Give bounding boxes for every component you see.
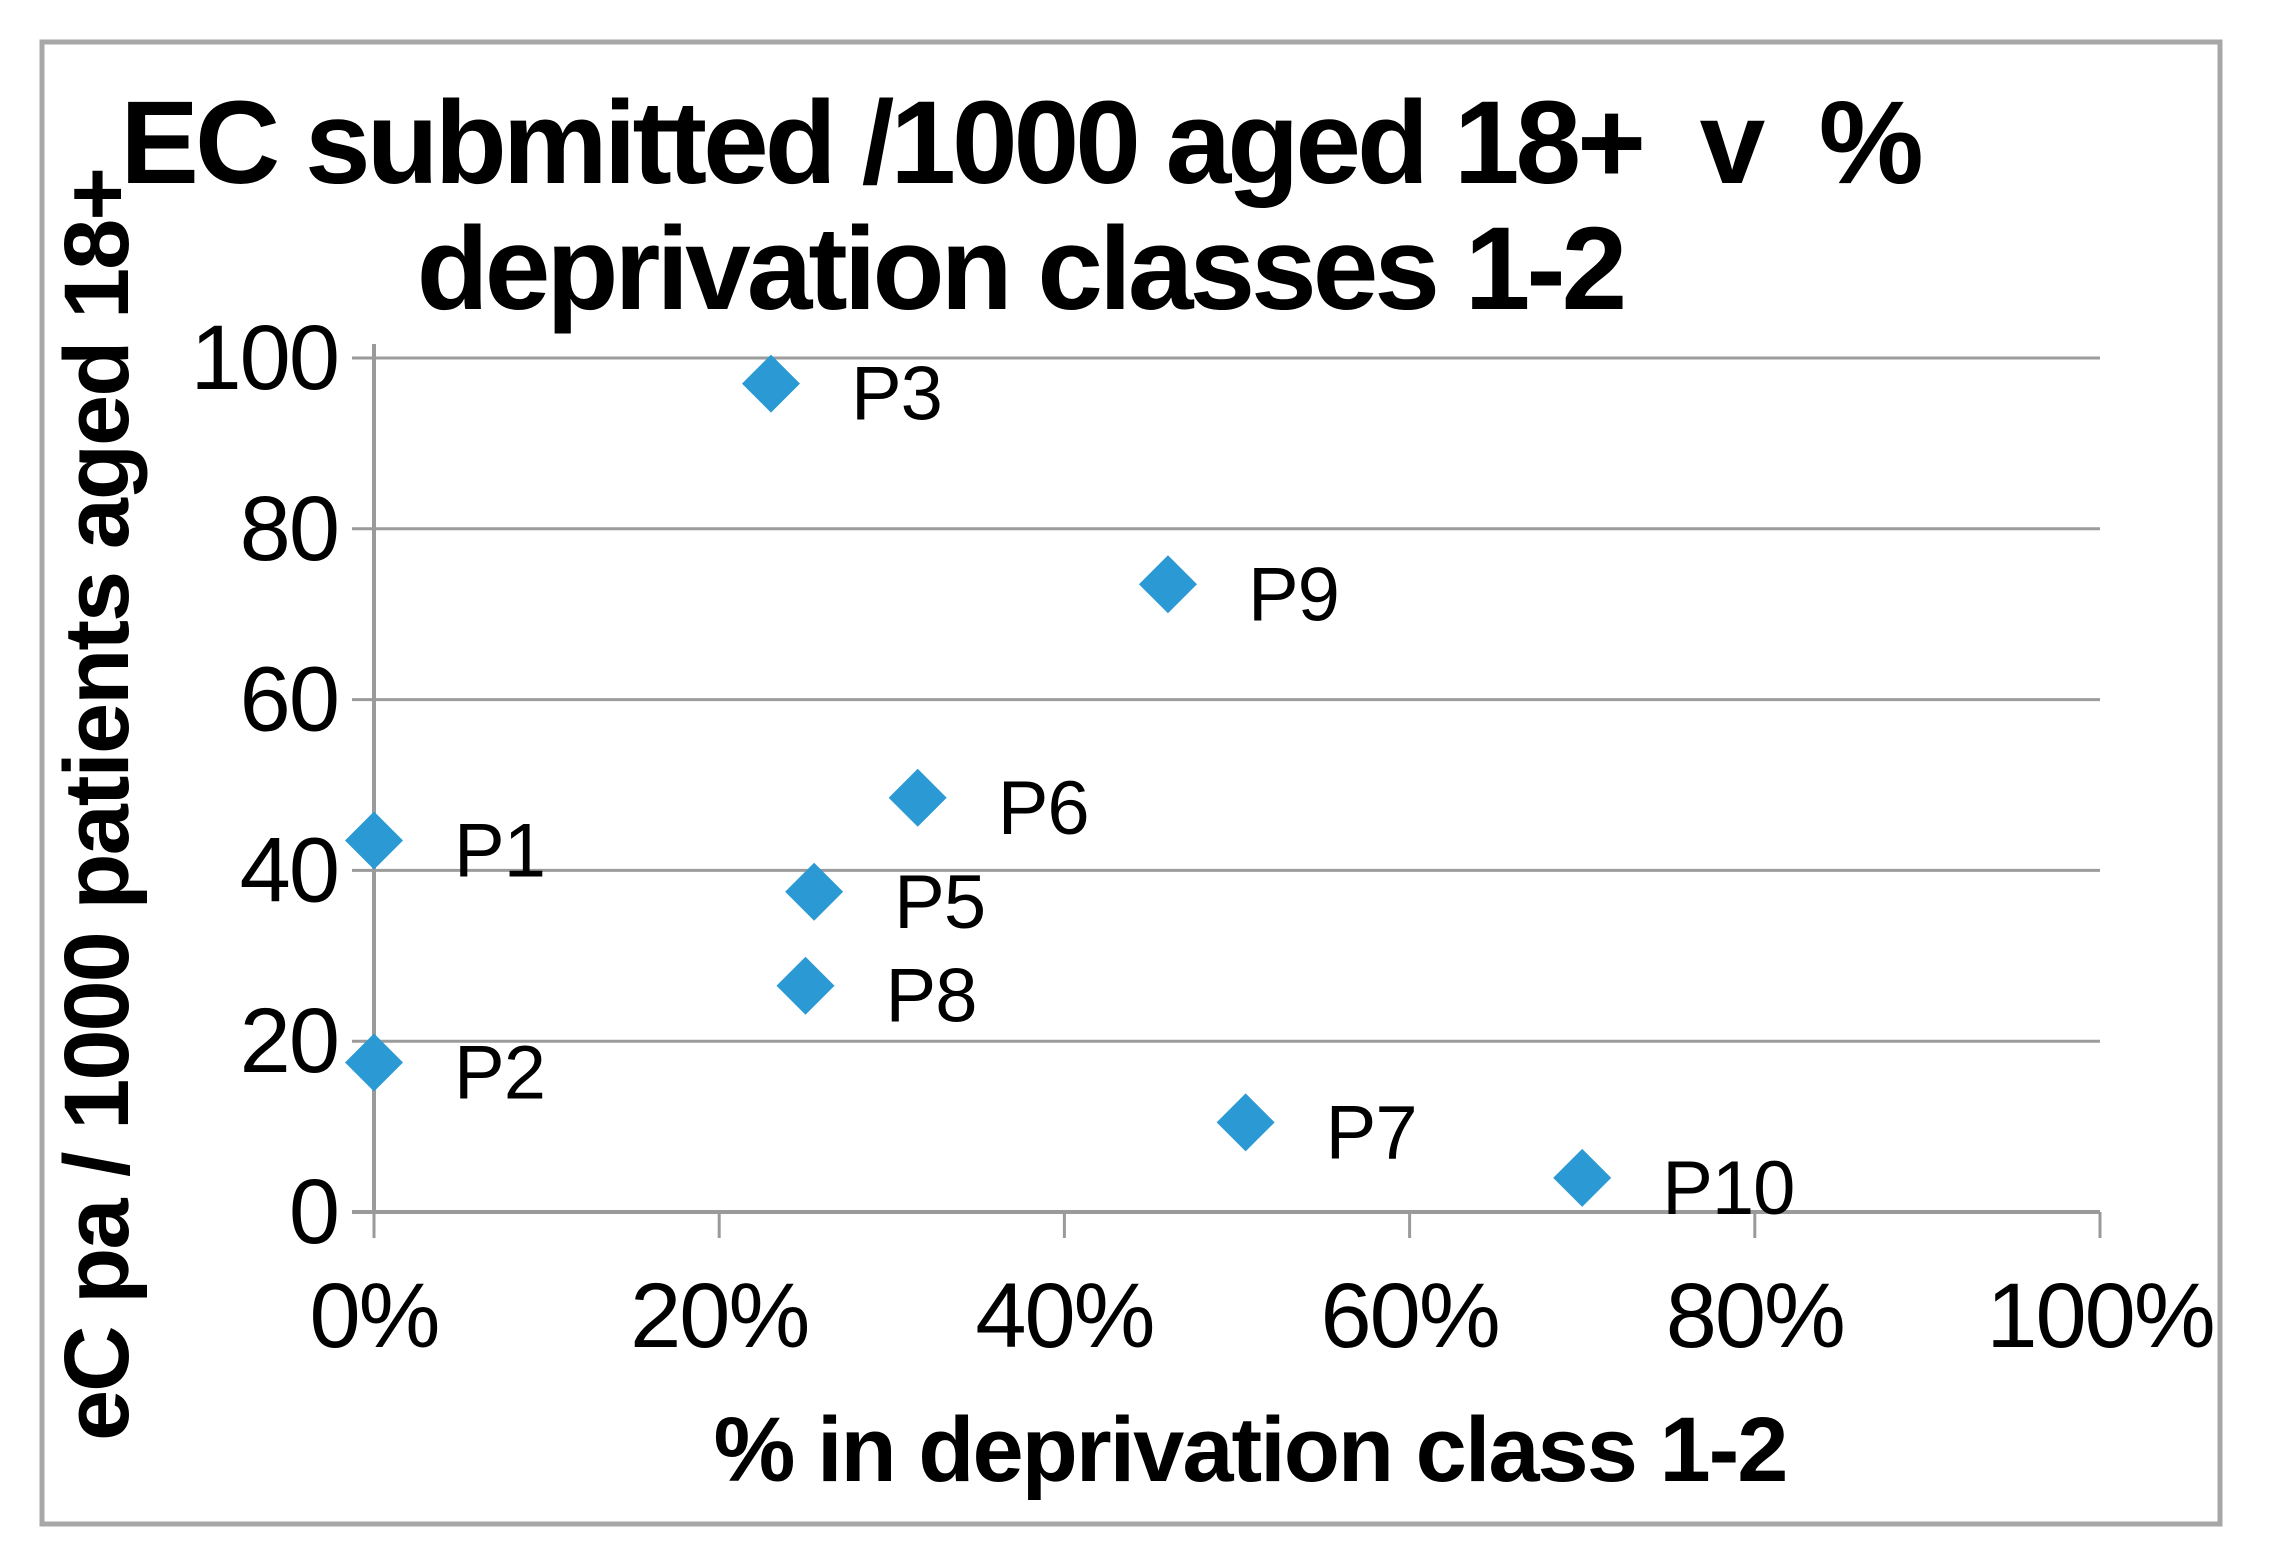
data-point-P10	[1553, 1148, 1612, 1207]
data-point-P5	[785, 862, 844, 921]
chart-title-line1: EC submitted /1000 aged 18+ v %	[120, 77, 1920, 209]
data-point-P8	[776, 956, 835, 1015]
data-point-label-P2: P2	[454, 1031, 545, 1116]
x-axis-label: % in deprivation class 1-2	[714, 1399, 1787, 1501]
data-point-label-P3: P3	[851, 352, 942, 437]
data-point-label-P9: P9	[1248, 552, 1339, 637]
y-tick-label-40: 40	[240, 819, 338, 921]
data-point-P3	[741, 354, 800, 413]
y-tick-label-80: 80	[240, 478, 338, 580]
data-point-label-P1: P1	[454, 809, 545, 894]
data-point-P2	[345, 1033, 403, 1092]
data-point-label-P5: P5	[894, 860, 985, 945]
x-tick-label-40%: 40%	[975, 1265, 1153, 1367]
chart-title-line2: deprivation classes 1-2	[417, 203, 1624, 335]
y-tick-label-20: 20	[240, 990, 338, 1092]
data-point-P9	[1138, 555, 1197, 614]
x-tick-label-20%: 20%	[630, 1265, 808, 1367]
y-tick-label-100: 100	[191, 307, 339, 409]
x-tick-label-100%: 100%	[1986, 1265, 2213, 1367]
y-tick-label-60: 60	[240, 649, 338, 751]
data-point-P7	[1216, 1093, 1275, 1152]
data-point-label-P8: P8	[886, 954, 977, 1039]
x-tick-label-0%: 0%	[310, 1265, 439, 1367]
y-axis-label: eC pa / 1000 patients aged 18+	[46, 169, 148, 1441]
data-point-label-P7: P7	[1326, 1090, 1417, 1175]
y-tick-label-0: 0	[289, 1161, 338, 1263]
data-point-label-P10: P10	[1662, 1146, 1794, 1231]
data-point-P1	[345, 811, 403, 870]
chart-border	[39, 39, 2223, 1527]
data-point-P6	[888, 768, 947, 827]
x-tick-label-80%: 80%	[1666, 1265, 1844, 1367]
x-tick-label-60%: 60%	[1321, 1265, 1499, 1367]
data-point-label-P6: P6	[998, 766, 1089, 851]
